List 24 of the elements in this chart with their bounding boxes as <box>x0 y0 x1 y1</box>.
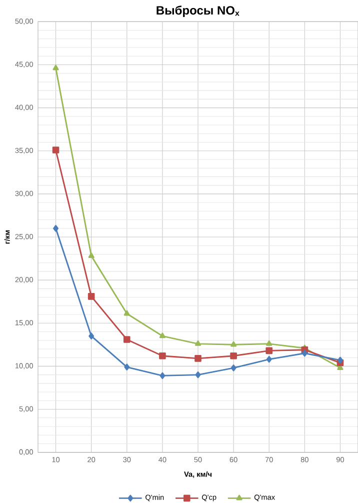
point <box>230 364 236 372</box>
point <box>230 341 237 347</box>
point <box>194 355 202 362</box>
point <box>266 356 272 363</box>
point <box>159 352 166 360</box>
point <box>266 340 272 346</box>
point <box>266 347 273 354</box>
point <box>194 340 202 346</box>
point <box>88 332 94 340</box>
point <box>52 64 59 70</box>
point <box>337 356 343 364</box>
point <box>160 372 166 380</box>
point <box>88 252 94 258</box>
point <box>124 310 130 316</box>
chart-title: Выбросы NO$_{x}$ <box>156 6 240 17</box>
point <box>195 371 201 378</box>
point <box>230 352 237 360</box>
point <box>124 364 130 370</box>
point <box>88 293 95 300</box>
point <box>159 332 166 338</box>
point <box>123 336 130 343</box>
point <box>302 350 308 357</box>
point <box>52 146 60 154</box>
point <box>53 224 59 232</box>
